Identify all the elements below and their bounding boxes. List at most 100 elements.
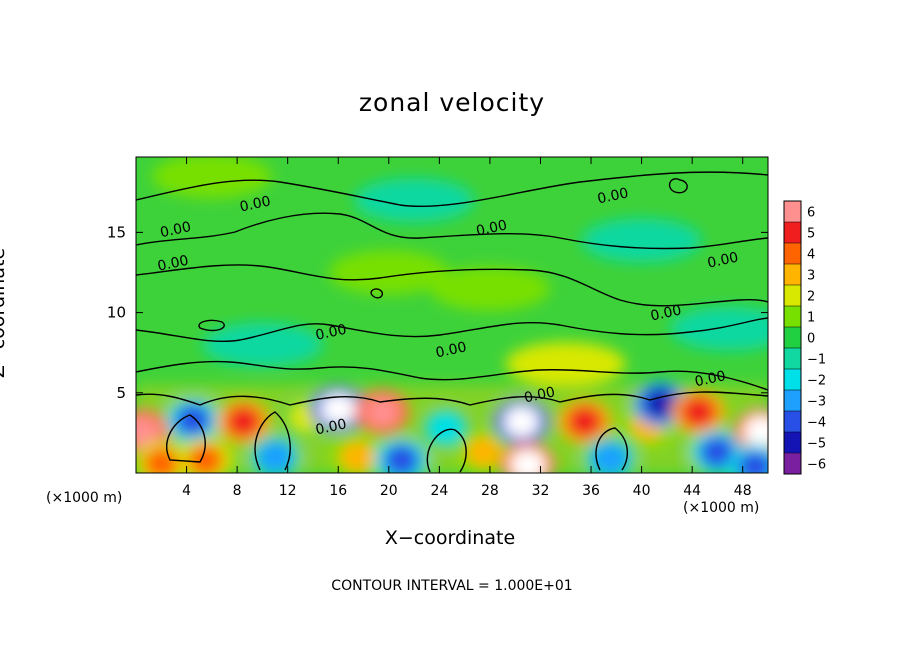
contour-line (136, 360, 768, 391)
field-feature (699, 436, 736, 469)
x-tick-label: 48 (734, 483, 752, 499)
field-feature (509, 448, 546, 473)
colorbar-swatch (784, 285, 801, 306)
colorbar-tick-label: 4 (807, 248, 815, 263)
contour-line (166, 414, 206, 463)
field-feature (320, 392, 357, 425)
colorbar-tick-label: 3 (807, 269, 815, 284)
contour-label: 0.00 (596, 185, 630, 207)
contour-line (198, 319, 225, 332)
colorbar: 6 5 4 3 2 1 0 −1 −2 −3 −4 −5 −6 (783, 200, 826, 475)
colorbar-tick-label: −1 (807, 353, 826, 368)
field-feature (642, 388, 679, 421)
contour-lines (136, 171, 768, 473)
x-tick-label: 8 (233, 483, 242, 499)
colorbar-swatch (784, 243, 801, 264)
x-tick-label: 20 (380, 483, 398, 499)
contour-line (370, 288, 384, 299)
x-tick-label: 36 (582, 483, 600, 499)
field-feature (737, 450, 768, 473)
contour-line (595, 427, 628, 471)
field-feature (383, 444, 420, 473)
colorbar-tick-label: 0 (807, 332, 815, 347)
contour-line (136, 264, 768, 307)
contour-line (136, 212, 768, 250)
x-tick-label: 16 (329, 483, 347, 499)
field-feature (136, 415, 161, 448)
field-feature (257, 440, 294, 473)
field-feature (592, 442, 628, 473)
x-tick-label: 44 (683, 483, 701, 499)
field-feature (143, 447, 180, 473)
colorbar-swatch (784, 411, 801, 432)
field-feature (328, 250, 449, 295)
field-feature (465, 436, 502, 469)
colorbar-tick-label: −3 (807, 395, 826, 410)
colorbar-swatch (784, 306, 801, 327)
x-axis-label: X−coordinate (384, 527, 516, 549)
field-feature (427, 412, 464, 445)
field-feature (354, 178, 475, 223)
contour-label: 0.00 (434, 339, 468, 361)
contour-label: 0.00 (693, 368, 727, 390)
contour-labels: 0.00 0.00 0.00 0.00 0.00 0.00 0.00 0.00 0.00 0.00… (156, 185, 740, 438)
contour-line (668, 178, 688, 194)
field-feature (429, 266, 550, 311)
colorbar-tick-label: 5 (807, 227, 815, 242)
field-feature (364, 396, 401, 429)
colorbar-tick-label: 2 (807, 290, 815, 305)
y-tick-label: 15 (107, 223, 126, 241)
x-axis: 4 8 12 16 20 24 28 32 36 40 44 48 (182, 157, 752, 499)
x-tick-label: 12 (279, 483, 297, 499)
contour-label: 0.00 (314, 416, 348, 438)
contour-label: 0.00 (523, 384, 557, 406)
contour-label: 0.00 (156, 253, 190, 275)
contour-line (136, 171, 768, 208)
field-feature (670, 306, 768, 351)
contour-line (136, 317, 768, 343)
colorbar-tick-label: −2 (807, 374, 826, 389)
contour-interval-note: CONTOUR INTERVAL = 1.000E+01 (331, 578, 573, 594)
x-tick-label: 28 (481, 483, 499, 499)
field-feature (505, 341, 626, 386)
field-feature (225, 405, 262, 438)
colorbar-tick-label: −4 (807, 416, 826, 431)
contour-line (426, 428, 467, 473)
contour-label: 0.00 (649, 302, 683, 324)
x-tick-label: 4 (182, 483, 191, 499)
colorbar-tick-label: −5 (807, 437, 826, 452)
colorbar-swatch (784, 348, 801, 369)
y-axis: 5 10 15 (107, 223, 768, 402)
colorbar-swatch (784, 432, 801, 453)
field-feature (187, 444, 224, 473)
field-feature (151, 157, 272, 199)
plot-frame (135, 156, 769, 474)
colorbar-swatch (784, 390, 801, 411)
y-axis-label: Z−coordinate (0, 247, 9, 379)
colorbar-tick-label: 1 (807, 311, 815, 326)
chart-title: zonal velocity (358, 88, 546, 117)
colorbar-swatch (784, 201, 801, 222)
contour-label: 0.00 (159, 219, 193, 241)
x-axis-unit-left: (×1000 m) (46, 490, 123, 506)
y-tick-label: 10 (107, 304, 126, 322)
contour-line (254, 411, 291, 471)
colorbar-tick-label: −6 (807, 458, 826, 473)
colorbar-swatch (784, 369, 801, 390)
x-axis-unit-right: (×1000 m) (683, 500, 760, 516)
field-feature (503, 405, 540, 438)
field-feature (581, 218, 702, 263)
field-feature (339, 440, 376, 473)
contour-label: 0.00 (238, 193, 272, 215)
colorbar-swatch (784, 453, 801, 474)
contour-label: 0.00 (706, 249, 740, 271)
y-tick-label: 5 (116, 384, 126, 402)
contour-label: 0.00 (475, 217, 509, 239)
field-feature (202, 322, 323, 367)
x-tick-label: 40 (633, 483, 651, 499)
colorbar-tick-label: 6 (807, 206, 815, 221)
x-tick-label: 24 (430, 483, 448, 499)
colorbar-swatch (784, 327, 801, 348)
contour-label: 0.00 (314, 322, 348, 344)
